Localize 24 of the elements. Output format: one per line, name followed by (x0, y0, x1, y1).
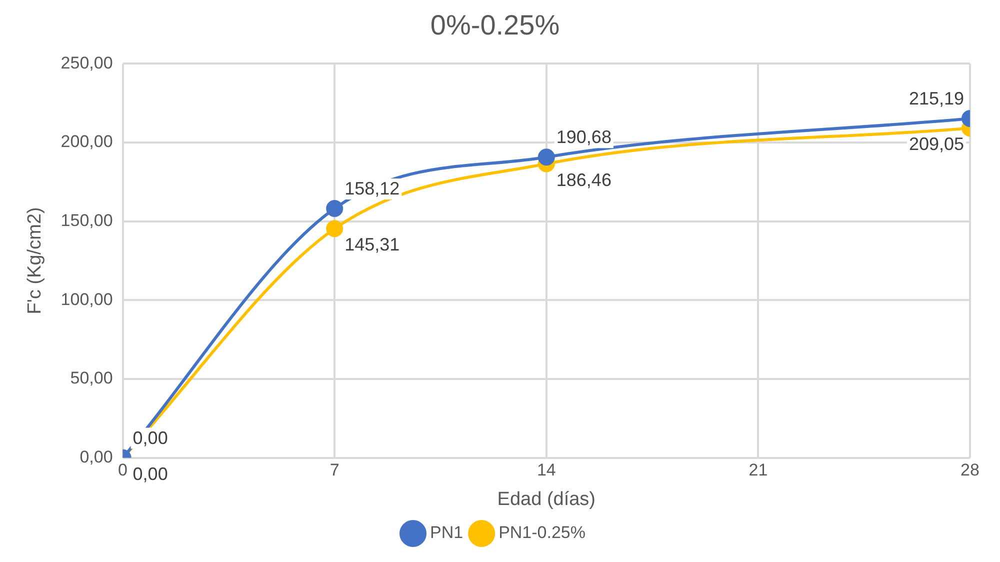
data-label: 215,19 (908, 88, 964, 108)
data-label: 190,68 (556, 127, 612, 148)
data-label: 145,31 (344, 234, 400, 255)
x-tick-label: 28 (960, 460, 980, 480)
data-label: 0,00 (132, 428, 168, 448)
x-axis-title: Edad (días) (497, 488, 596, 510)
y-tick-label: 50,00 (70, 368, 113, 388)
legend-label: PN1-0.25% (498, 523, 586, 542)
data-label: 209,05 (908, 134, 964, 154)
x-tick-label: 7 (330, 460, 340, 480)
data-label: 158,12 (344, 178, 400, 198)
y-axis-title: F'c (Kg/cm2) (24, 207, 46, 314)
legend-label: PN1 (430, 523, 464, 542)
y-tick-label: 250,00 (60, 53, 113, 72)
x-tick-label: 14 (536, 460, 556, 480)
data-label: 0,00 (132, 464, 168, 484)
chart-title: 0%-0.25% (430, 10, 560, 41)
y-tick-label: 200,00 (60, 132, 113, 152)
x-tick-label: 21 (748, 460, 768, 480)
x-tick-label: 0 (118, 460, 128, 480)
y-tick-label: 150,00 (60, 210, 113, 230)
y-tick-label: 100,00 (60, 290, 113, 309)
data-label: 186,46 (556, 170, 612, 190)
y-tick-label: 0,00 (80, 447, 113, 466)
